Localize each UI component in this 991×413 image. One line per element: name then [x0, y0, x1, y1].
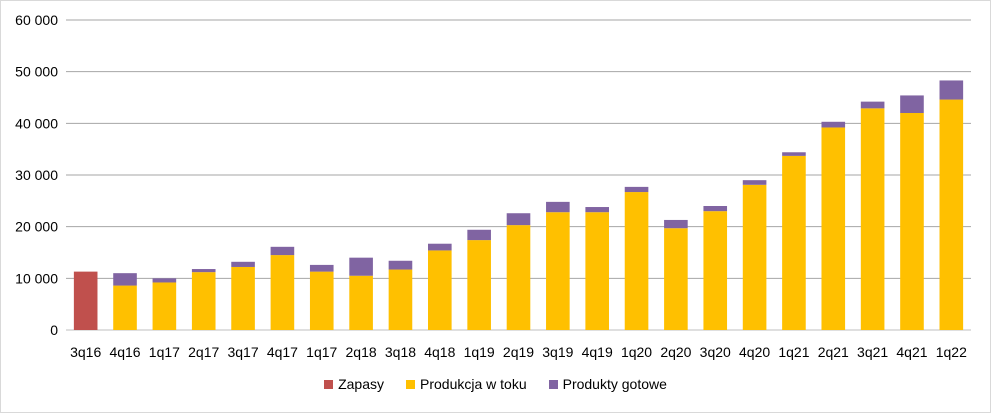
bar-segment: [664, 219, 688, 229]
bar-segment: [703, 211, 728, 330]
bar-segment: [73, 271, 98, 330]
y-tick-label: 20 000: [15, 219, 58, 235]
x-tick-label: 3q21: [857, 344, 888, 360]
bar-segment: [546, 212, 570, 330]
bar-segment: [309, 271, 334, 330]
legend-label-produkcja: Produkcja w toku: [420, 376, 527, 392]
bar-segment: [467, 240, 491, 330]
bar-segment: [742, 184, 767, 330]
x-tick-label: 3q18: [385, 344, 416, 360]
bar-segment: [585, 207, 609, 213]
x-tick-label: 1q21: [778, 344, 809, 360]
bar-segment: [860, 101, 885, 109]
bar-segment: [624, 186, 649, 193]
stacked-bar-chart: 0 10 000 20 000 30 000 40 000 50 000 60 000 3q…: [15, 12, 971, 360]
bar-segment: [349, 257, 373, 276]
legend-label-produkty: Produkty gotowe: [562, 376, 667, 392]
x-tick-label: 1q20: [621, 344, 652, 360]
x-tick-label: 1q17: [149, 344, 180, 360]
bar-segment: [388, 269, 413, 330]
bar-segment: [900, 113, 924, 330]
bar-segment: [113, 273, 137, 286]
y-tick-label: 0: [50, 322, 58, 338]
bar-segment: [152, 278, 177, 283]
x-tick-label: 2q20: [660, 344, 691, 360]
legend-item-zapasy: Zapasy: [324, 376, 384, 392]
x-tick-label: 4q17: [267, 344, 298, 360]
legend-label-zapasy: Zapasy: [338, 376, 384, 392]
bars: [73, 80, 964, 330]
bar-segment: [585, 212, 609, 330]
x-tick-label: 4q21: [896, 344, 927, 360]
y-tick-label: 50 000: [15, 64, 58, 80]
bar-segment: [428, 250, 452, 330]
y-tick-label: 60 000: [15, 12, 58, 28]
y-tick-label: 10 000: [15, 270, 58, 286]
bar-segment: [231, 261, 255, 267]
bar-segment: [506, 213, 531, 226]
bar-segment: [191, 269, 216, 273]
bar-segment: [428, 243, 452, 251]
bar-segment: [939, 80, 964, 100]
y-tick-label: 40 000: [15, 115, 58, 131]
x-tick-label: 3q19: [542, 344, 573, 360]
x-tick-label: 2q19: [503, 344, 534, 360]
bar-segment: [506, 225, 531, 330]
bar-segment: [860, 108, 885, 330]
x-tick-label: 3q17: [227, 344, 258, 360]
bar-segment: [388, 260, 413, 270]
bar-segment: [900, 95, 924, 113]
bar-segment: [782, 155, 806, 330]
bar-segment: [664, 228, 688, 330]
x-tick-label: 2q21: [818, 344, 849, 360]
x-tick-label: 4q18: [424, 344, 455, 360]
x-tick-label: 4q16: [109, 344, 140, 360]
x-tick-label: 2q18: [346, 344, 377, 360]
bar-segment: [113, 285, 137, 330]
x-tick-label: 3q16: [70, 344, 101, 360]
bar-segment: [703, 206, 728, 212]
y-axis: 0 10 000 20 000 30 000 40 000 50 000 60 000: [15, 12, 58, 338]
x-tick-label: 1q17: [306, 344, 337, 360]
bar-segment: [546, 201, 570, 213]
bar-segment: [821, 121, 846, 128]
x-tick-label: 1q19: [464, 344, 495, 360]
legend-item-produkty: Produkty gotowe: [548, 376, 667, 392]
x-tick-label: 2q17: [188, 344, 219, 360]
bar-segment: [624, 192, 649, 330]
y-tick-label: 30 000: [15, 167, 58, 183]
bar-segment: [939, 99, 964, 330]
bar-segment: [152, 282, 177, 330]
bar-segment: [742, 180, 767, 185]
bar-segment: [821, 127, 846, 330]
bar-segment: [270, 255, 295, 330]
legend-item-produkcja: Produkcja w toku: [406, 376, 527, 392]
bar-segment: [467, 229, 491, 241]
legend-swatch-produkcja: [406, 379, 415, 389]
bar-segment: [349, 275, 373, 330]
x-tick-label: 1q22: [936, 344, 967, 360]
x-tick-label: 4q20: [739, 344, 770, 360]
bar-segment: [309, 264, 334, 272]
x-tick-label: 3q20: [700, 344, 731, 360]
bar-segment: [270, 246, 295, 256]
x-tick-label: 4q19: [582, 344, 613, 360]
bar-segment: [782, 152, 806, 156]
x-axis: 3q16 4q16 1q17 2q17 3q17 4q17 1q17 2q18 3q18 4q18…: [70, 344, 967, 360]
legend-swatch-produkty: [548, 379, 558, 389]
bar-segment: [231, 266, 255, 330]
bar-segment: [191, 272, 216, 330]
legend: Zapasy Produkcja w toku Produkty gotowe: [0, 376, 991, 392]
legend-swatch-zapasy: [324, 379, 334, 389]
